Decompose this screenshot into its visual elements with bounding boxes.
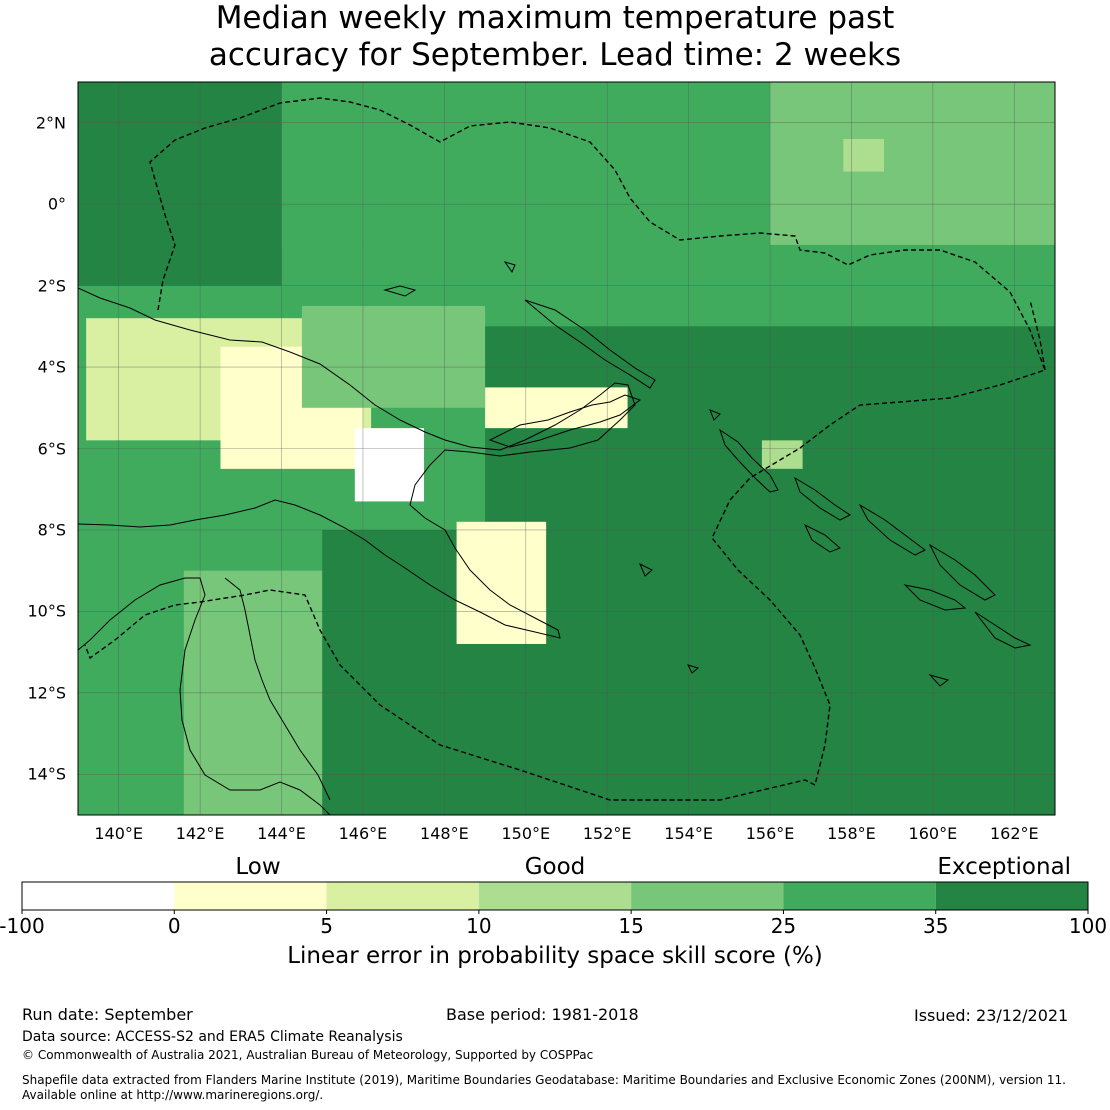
colorbar-tick-label: 25 — [770, 914, 797, 938]
y-tick-label: 14°S — [27, 764, 66, 784]
y-tick-label: 6°S — [37, 439, 66, 458]
colorbar-tick-label: 10 — [466, 914, 492, 938]
eez-png — [84, 97, 1046, 801]
copyright-notice: © Commonwealth of Australia 2021, Austra… — [22, 1048, 594, 1062]
x-tick-label: 142°E — [175, 824, 225, 843]
region-new-britain-low — [485, 387, 628, 429]
region-north-central — [281, 82, 648, 245]
colorbar-segment — [174, 882, 327, 910]
x-tick-label: 150°E — [501, 824, 551, 843]
legend-category-label: Good — [524, 854, 586, 880]
colorbar-tick-label: 35 — [922, 914, 949, 938]
region-north-pocket-light — [843, 139, 885, 172]
x-tick-label: 146°E — [338, 824, 388, 843]
colorbar-segment — [326, 882, 479, 910]
y-tick-label: 2°S — [37, 276, 66, 296]
x-tick-label: 156°E — [745, 824, 795, 843]
colorbar-segment — [935, 882, 1088, 910]
colorbar-tick-label: 0 — [167, 914, 181, 938]
x-tick-label: 152°E — [582, 824, 632, 843]
x-tick-label: 154°E — [664, 824, 713, 843]
y-tick-label: 12°S — [27, 683, 66, 703]
eez-boundaries — [84, 97, 1046, 801]
region-papuan-tail — [456, 521, 547, 644]
x-tick-label: 148°E — [420, 824, 469, 843]
y-tick-label: 0° — [47, 194, 66, 214]
colorbar-tick-label: 100 — [1068, 914, 1108, 938]
australia-coast — [78, 577, 331, 815]
data-source: Data source: ACCESS-S2 and ERA5 Climate … — [22, 1029, 403, 1045]
colorbar-segment — [783, 882, 936, 910]
run-date: Run date: September — [22, 1005, 193, 1024]
region-png-fly-river — [354, 428, 425, 502]
small-islands — [383, 261, 950, 687]
region-north-east — [770, 82, 1055, 245]
colorbar-tick-label: -100 — [0, 914, 45, 938]
x-tick-label: 158°E — [827, 824, 876, 843]
x-tick-label: 144°E — [257, 824, 306, 843]
map-frame — [77, 81, 1056, 816]
region-central-png-mid — [301, 305, 486, 408]
legend-category-label: Low — [235, 854, 281, 880]
bougainville-coast — [719, 428, 779, 493]
y-tick-label: 2°N — [35, 113, 66, 133]
new-guinea-coast — [78, 287, 636, 639]
region-north-west-ocean — [78, 82, 282, 286]
shapefile-credit-line-2: Available online at http://www.marinereg… — [22, 1088, 324, 1102]
y-tick-label: 8°S — [37, 520, 66, 540]
colorbar-label: Linear error in probability space skill … — [287, 943, 823, 969]
eez-solomons — [1029, 299, 1046, 371]
region-solomons-pocket — [761, 440, 803, 469]
colorbar-frame — [21, 881, 1089, 911]
map-plot-area — [78, 82, 1055, 815]
y-tick-label: 10°S — [27, 601, 66, 621]
gridlines — [78, 82, 1055, 815]
colorbar-tick-label: 15 — [618, 914, 644, 938]
x-tick-label: 160°E — [908, 824, 958, 843]
title-line-2: accuracy for September. Lead time: 2 wee… — [208, 37, 902, 73]
colorbar-segment — [631, 882, 784, 910]
y-tick-label: 4°S — [37, 357, 66, 377]
colorbar — [21, 881, 1089, 914]
colorbar-tick-label: 5 — [320, 914, 333, 938]
coastlines — [78, 261, 1032, 815]
shapefile-credit-line-1: Shapefile data extracted from Flanders M… — [22, 1073, 1066, 1087]
issued-date: Issued: 23/12/2021 — [914, 1006, 1069, 1025]
x-tick-label: 140°E — [94, 824, 144, 843]
new-ireland-coast — [524, 299, 656, 389]
title-line-1: Median weekly maximum temperature past — [215, 0, 895, 36]
base-period: Base period: 1981-2018 — [446, 1005, 639, 1024]
colorbar-segment — [22, 882, 175, 910]
solomon-islands-coast — [794, 476, 1032, 649]
map-title: Median weekly maximum temperature past a… — [0, 0, 1110, 74]
legend-category-label: Exceptional — [937, 854, 1072, 880]
new-britain-coast — [488, 394, 642, 448]
colorbar-segment — [478, 882, 632, 910]
x-tick-label: 162°E — [989, 824, 1039, 843]
